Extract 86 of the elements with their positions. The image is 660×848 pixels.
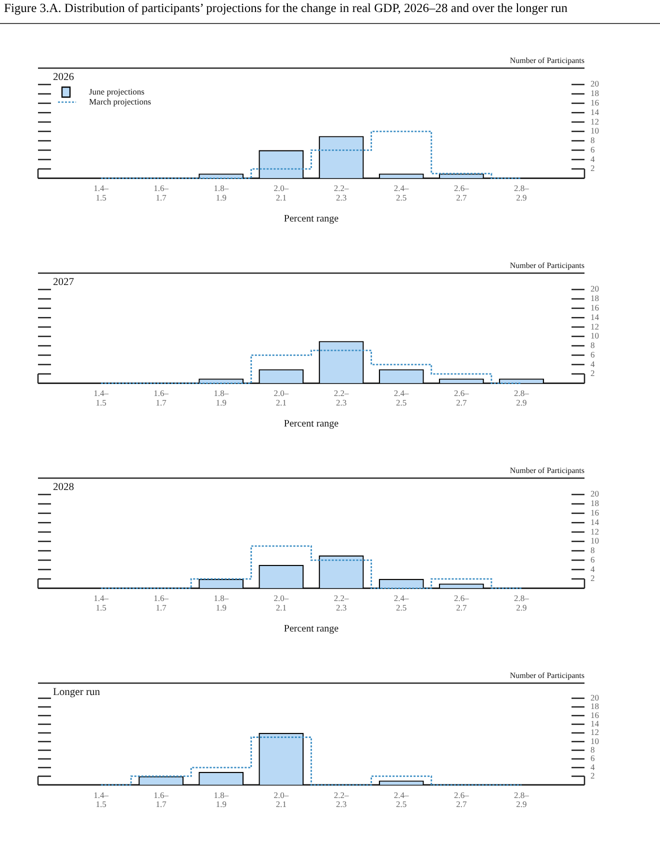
x-tick-label: 2.0–2.1 xyxy=(274,593,290,613)
x-tick-label: 2.2–2.3 xyxy=(334,593,350,613)
y-tick-label: 16 xyxy=(590,98,599,108)
y-tick-label: 10 xyxy=(590,126,599,136)
y-axis-title: Number of Participants xyxy=(510,466,584,476)
legend-label: March projections xyxy=(89,96,152,106)
x-tick-label: 1.8–1.9 xyxy=(214,388,230,408)
x-tick-label: 2.2–2.3 xyxy=(334,388,350,408)
chart-subtitle: 2026 xyxy=(53,72,74,84)
x-tick-label: 1.8–1.9 xyxy=(214,183,230,203)
y-tick-label: 8 xyxy=(590,545,595,556)
chart-subtitle: Longer run xyxy=(53,687,101,698)
y-tick-label: 2 xyxy=(590,163,595,174)
y-tick-label: 20 xyxy=(590,78,599,89)
y-tick-label: 16 xyxy=(590,710,599,720)
y-tick-label: 18 xyxy=(590,88,599,98)
x-tick-label: 1.4–1.5 xyxy=(94,790,110,810)
y-tick-label: 2 xyxy=(590,368,595,378)
y-tick-label: 12 xyxy=(590,116,599,126)
chart-title: Figure 3.A. Distribution of participants’ projections for the change in real GDP, 2026–28 and over the longer run xyxy=(0,0,660,24)
y-tick-label: 20 xyxy=(590,692,599,702)
y-tick-label: 6 xyxy=(590,753,595,764)
chart-subtitle: 2028 xyxy=(53,482,74,494)
chart-subtitle: 2027 xyxy=(53,277,74,288)
y-tick-label: 12 xyxy=(590,727,599,738)
x-axis-title: Percent range xyxy=(284,624,340,635)
x-tick-label: 2.8–2.9 xyxy=(514,388,530,408)
x-tick-label: 2.4–2.5 xyxy=(394,593,410,613)
y-tick-label: 8 xyxy=(590,744,595,754)
y-tick-label: 4 xyxy=(590,154,596,164)
y-tick-label: 14 xyxy=(590,312,600,322)
x-tick-label: 1.8–1.9 xyxy=(214,593,230,613)
y-tick-label: 4 xyxy=(590,358,596,369)
y-tick-label: 20 xyxy=(590,284,599,294)
y-axis-title: Number of Participants xyxy=(510,671,584,680)
y-tick-label: 6 xyxy=(590,144,595,154)
y-tick-label: 2 xyxy=(590,573,595,584)
y-tick-label: 10 xyxy=(590,736,599,746)
x-tick-label: 2.6–2.7 xyxy=(454,790,470,810)
y-axis-title: Number of Participants xyxy=(510,261,584,270)
y-tick-label: 8 xyxy=(590,340,595,350)
y-tick-label: 12 xyxy=(590,526,599,536)
y-tick-label: 10 xyxy=(590,330,599,341)
y-tick-label: 18 xyxy=(590,498,599,508)
x-tick-label: 2.0–2.1 xyxy=(274,388,290,408)
x-tick-label: 1.6–1.7 xyxy=(154,183,170,203)
x-tick-label: 2.6–2.7 xyxy=(454,388,470,408)
x-tick-label: 2.8–2.9 xyxy=(514,790,530,810)
x-tick-label: 1.4–1.5 xyxy=(94,388,110,408)
y-tick-label: 4 xyxy=(590,564,596,574)
x-tick-label: 1.4–1.5 xyxy=(94,183,110,203)
x-tick-label: 2.6–2.7 xyxy=(454,593,470,613)
y-tick-label: 18 xyxy=(590,293,599,304)
x-axis-title: Percent range xyxy=(284,214,340,225)
y-tick-label: 14 xyxy=(590,106,600,117)
y-tick-label: 14 xyxy=(590,516,600,527)
y-tick-label: 2 xyxy=(590,770,595,780)
y-axis-title: Number of Participants xyxy=(510,56,584,66)
y-tick-label: 16 xyxy=(590,508,599,518)
y-tick-label: 6 xyxy=(590,349,595,360)
x-tick-label: 1.8–1.9 xyxy=(214,790,230,810)
y-tick-label: 10 xyxy=(590,536,599,546)
y-tick-label: 20 xyxy=(590,488,599,499)
x-tick-label: 2.8–2.9 xyxy=(514,593,530,613)
y-tick-label: 6 xyxy=(590,554,595,564)
x-tick-label: 2.6–2.7 xyxy=(454,183,470,203)
x-tick-label: 2.0–2.1 xyxy=(274,790,290,810)
x-tick-label: 2.4–2.5 xyxy=(394,388,410,408)
legend-label: June projections xyxy=(89,86,144,96)
x-tick-label: 2.2–2.3 xyxy=(334,183,350,203)
y-tick-label: 4 xyxy=(590,762,596,772)
x-tick-label: 1.6–1.7 xyxy=(154,593,170,613)
x-tick-label: 1.6–1.7 xyxy=(154,790,170,810)
x-tick-label: 2.0–2.1 xyxy=(274,183,290,203)
x-tick-label: 2.4–2.5 xyxy=(394,790,410,810)
x-tick-label: 2.4–2.5 xyxy=(394,183,410,203)
y-tick-label: 16 xyxy=(590,302,599,313)
y-tick-label: 12 xyxy=(590,321,599,332)
x-tick-label: 2.2–2.3 xyxy=(334,790,350,810)
y-tick-label: 14 xyxy=(590,718,600,728)
x-axis-title: Percent range xyxy=(284,418,340,430)
x-tick-label: 1.6–1.7 xyxy=(154,388,170,408)
y-tick-label: 8 xyxy=(590,135,595,146)
y-tick-label: 18 xyxy=(590,701,599,712)
x-tick-label: 1.4–1.5 xyxy=(94,593,110,613)
x-tick-label: 2.8–2.9 xyxy=(514,183,530,203)
